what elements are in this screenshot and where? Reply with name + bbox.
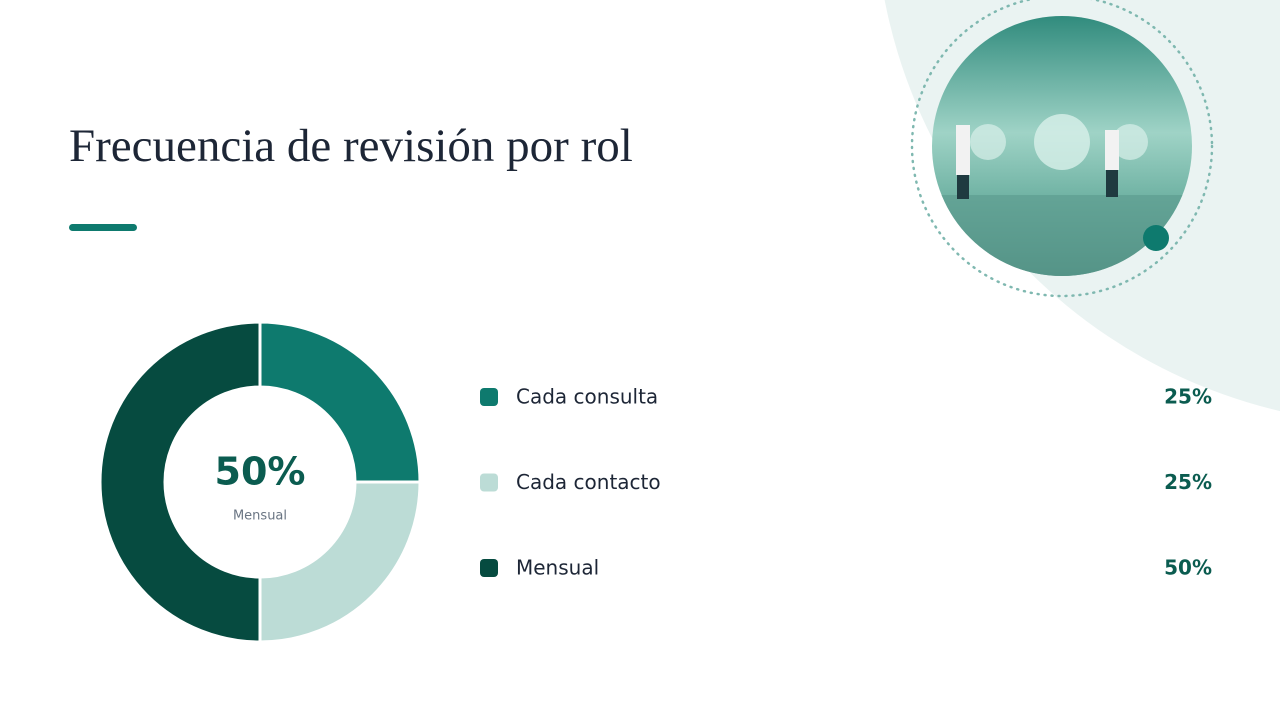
legend: Cada consulta 25% Cada contacto 25% Mensual 5… <box>480 385 1212 580</box>
title-underline <box>69 224 137 231</box>
center-value: 50% <box>215 450 306 494</box>
title: Frecuencia de revisión por rol <box>69 120 633 172</box>
legend-label: Cada contacto <box>516 470 661 494</box>
donut-segment <box>258 320 422 484</box>
legend-swatch <box>480 388 498 406</box>
donut-segment <box>258 480 422 644</box>
donut-chart <box>98 320 422 644</box>
donut-segment <box>98 320 262 644</box>
decor-dot <box>1143 225 1169 251</box>
legend-swatch <box>480 559 498 577</box>
legend-value: 25% <box>1164 385 1212 409</box>
legend-value: 25% <box>1164 470 1212 494</box>
legend-value: 50% <box>1164 556 1212 580</box>
legend-label: Mensual <box>516 556 599 580</box>
dotted-ring <box>910 0 1214 298</box>
legend-swatch <box>480 473 498 492</box>
illustration <box>932 16 1192 276</box>
legend-label: Cada consulta <box>516 385 658 409</box>
center-caption: Mensual <box>233 509 287 524</box>
